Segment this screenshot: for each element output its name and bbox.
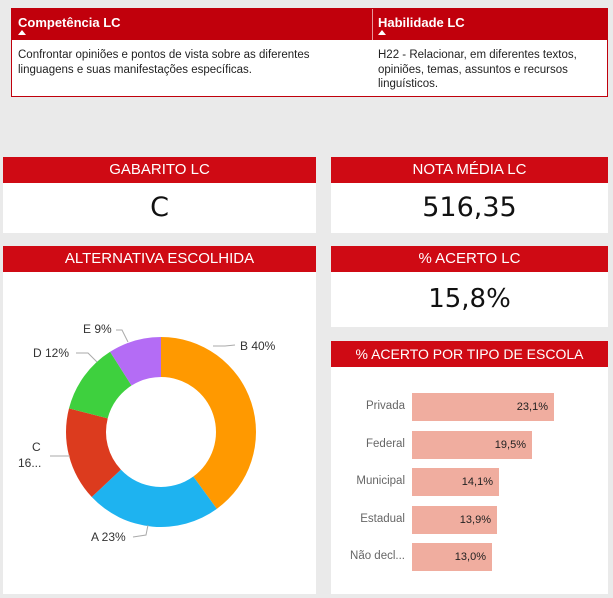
bar-value-label: 13,0%	[454, 551, 486, 563]
gabarito-header: GABARITO LC	[3, 157, 316, 183]
donut-label-e: E 9%	[83, 322, 112, 336]
nota-media-header: NOTA MÉDIA LC	[331, 157, 608, 183]
nota-media-card: NOTA MÉDIA LC 516,35	[331, 157, 608, 233]
table-header: Competência LC Habilidade LC	[12, 9, 607, 40]
escola-header: % ACERTO POR TIPO DE ESCOLA	[331, 341, 608, 367]
donut-slice-d[interactable]	[68, 351, 132, 419]
bar-category-label: Federal	[366, 437, 405, 450]
column-header-competencia-label: Competência LC	[18, 15, 121, 30]
donut-slice-b[interactable]	[161, 337, 257, 509]
bar-federal[interactable]	[412, 430, 532, 459]
table-cell-habilidade: H22 - Relacionar, em diferentes textos, …	[378, 49, 577, 90]
donut-slice-c[interactable]	[65, 408, 121, 498]
leader-line-d	[76, 352, 98, 363]
alternativa-card: ALTERNATIVA ESCOLHIDA	[3, 246, 316, 594]
leader-line-e	[116, 329, 129, 343]
bar-privada[interactable]	[412, 393, 554, 421]
bar-value-label: 19,5%	[494, 438, 526, 451]
donut-slice-a[interactable]	[91, 469, 217, 528]
donut-label-d: D 12%	[33, 346, 70, 360]
acerto-header: % ACERTO LC	[331, 246, 608, 272]
donut-slice-e[interactable]	[110, 337, 161, 386]
donut-label-c: C	[32, 440, 41, 454]
bar-value-label: 23,1%	[516, 401, 548, 413]
bar-category-label: Municipal	[356, 475, 405, 487]
leader-line-b	[213, 344, 236, 347]
column-header-habilidade-label: Habilidade LC	[378, 15, 465, 30]
bar-category-label: Privada	[366, 400, 405, 412]
bar-category-label: Estadual	[360, 512, 405, 525]
column-divider	[372, 9, 373, 40]
bar-municipal[interactable]	[412, 468, 499, 496]
bar-não-decl-[interactable]	[412, 543, 492, 571]
column-header-habilidade[interactable]: Habilidade LC	[372, 9, 607, 40]
alternativa-header: ALTERNATIVA ESCOLHIDA	[3, 246, 316, 272]
donut-label-a: A 23%	[91, 530, 126, 544]
donut-label-b: B 40%	[240, 339, 276, 353]
bar-estadual[interactable]	[412, 505, 497, 534]
competencia-table: Competência LC Habilidade LC Confrontar …	[11, 8, 608, 97]
column-header-competencia[interactable]: Competência LC	[12, 9, 372, 40]
acerto-card: % ACERTO LC 15,8%	[331, 246, 608, 327]
sort-ascending-icon[interactable]	[18, 30, 26, 35]
nota-media-value: 516,35	[422, 192, 517, 223]
bar-category-label: Não decl...	[350, 550, 405, 562]
sort-ascending-icon[interactable]	[378, 30, 386, 35]
donut-label-c-value: 16...	[18, 456, 42, 470]
gabarito-value: C	[150, 192, 169, 223]
bar-value-label: 14,1%	[461, 476, 493, 488]
acerto-value: 15,8%	[428, 284, 511, 314]
gabarito-card: GABARITO LC C	[3, 157, 316, 233]
bar-value-label: 13,9%	[459, 513, 491, 526]
leader-line-a	[132, 524, 149, 538]
table-cell-competencia: Confrontar opiniões e pontos de vista so…	[18, 49, 310, 76]
